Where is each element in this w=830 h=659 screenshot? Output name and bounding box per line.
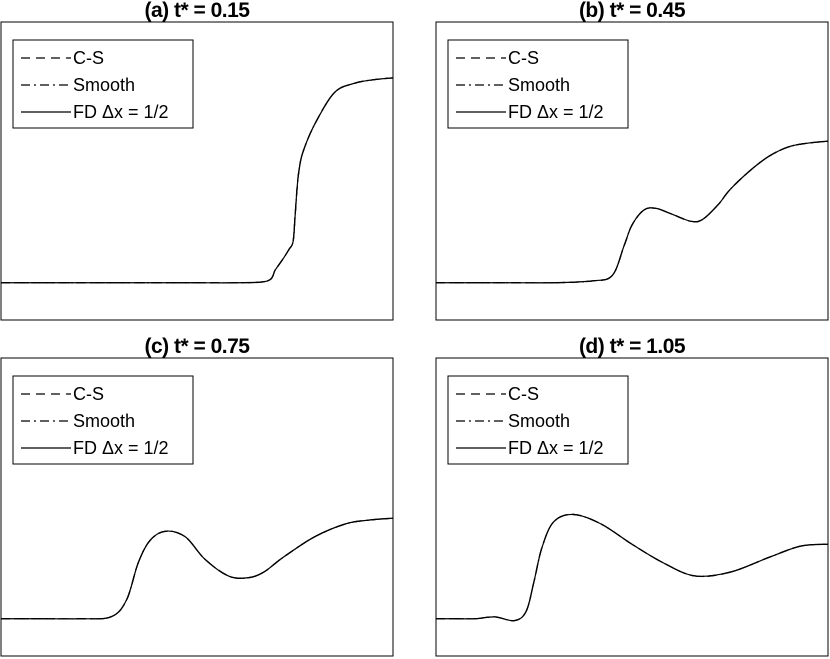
legend-label: Smooth <box>73 411 135 431</box>
legend-label: C-S <box>73 384 104 404</box>
legend-label: FD Δx = 1/2 <box>73 438 169 458</box>
legend: C-S Smooth FD Δx = 1/2 <box>12 39 194 129</box>
series-line-3 <box>1 77 394 284</box>
panel-4: (d) t* = 1.05 C-S Smooth FD Δx = 1/2 <box>435 335 829 657</box>
legend: C-S Smooth FD Δx = 1/2 <box>447 375 629 465</box>
legend-box <box>447 39 629 129</box>
legend-label: Smooth <box>73 75 135 95</box>
legend-box <box>12 39 194 129</box>
legend-box <box>447 375 629 465</box>
panel-title: (c) t* = 0.75 <box>145 335 251 358</box>
series-line-3 <box>1 517 394 620</box>
legend-box <box>12 375 194 465</box>
panel-2: (b) t* = 0.45 C-S Smooth FD Δx = 1/2 <box>435 0 829 321</box>
legend-label: C-S <box>73 48 104 68</box>
legend: C-S Smooth FD Δx = 1/2 <box>447 39 629 129</box>
legend-label: Smooth <box>508 411 570 431</box>
legend-label: FD Δx = 1/2 <box>73 102 169 122</box>
legend-label: C-S <box>508 384 539 404</box>
legend: C-S Smooth FD Δx = 1/2 <box>12 375 194 465</box>
legend-label: FD Δx = 1/2 <box>508 102 604 122</box>
legend-label: FD Δx = 1/2 <box>508 438 604 458</box>
panel-title: (a) t* = 0.15 <box>145 0 251 22</box>
series-line-3 <box>436 513 829 622</box>
panel-title: (b) t* = 0.45 <box>579 0 686 22</box>
panel-3: (c) t* = 0.75 C-S Smooth FD Δx = 1/2 <box>0 335 394 657</box>
panel-1: (a) t* = 0.15 C-S Smooth FD Δx = 1/2 <box>0 0 394 321</box>
legend-label: C-S <box>508 48 539 68</box>
panel-title: (d) t* = 1.05 <box>579 335 686 358</box>
series-line-3 <box>436 140 829 284</box>
legend-label: Smooth <box>508 75 570 95</box>
